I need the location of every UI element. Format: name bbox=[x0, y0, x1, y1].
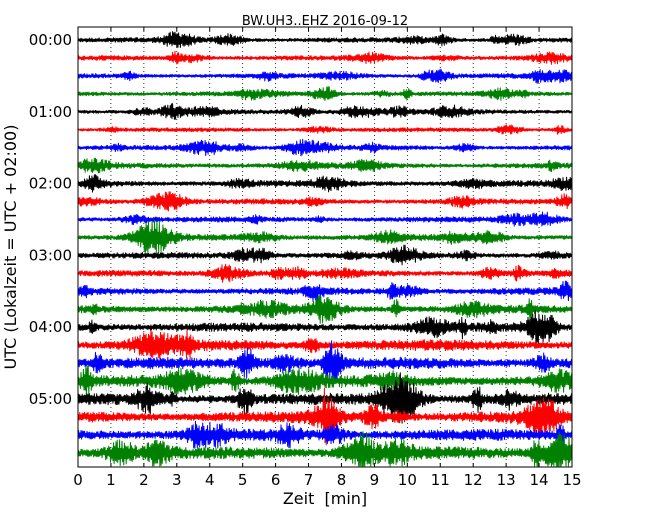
x-tick-label: 1 bbox=[106, 471, 116, 489]
y-axis-ticks: 00:00 01:00 02:00 03:00 04:00 05:00 bbox=[29, 31, 572, 408]
seismogram-trace bbox=[77, 191, 573, 212]
y-tick-label: 05:00 bbox=[29, 390, 72, 408]
seismogram-trace bbox=[77, 280, 573, 302]
x-tick-label: 9 bbox=[370, 471, 380, 489]
x-tick-label: 0 bbox=[73, 471, 83, 489]
x-tick-label: 2 bbox=[139, 471, 149, 489]
x-axis-ticks: 0 1 2 3 4 5 6 7 8 9 10 11 12 13 14 15 bbox=[73, 27, 582, 489]
y-tick-label: 01:00 bbox=[29, 103, 72, 121]
seismogram-trace bbox=[77, 86, 573, 101]
x-axis-label: Zeit [min] bbox=[283, 489, 367, 508]
seismogram-trace bbox=[77, 103, 573, 120]
chart-title: BW.UH3..EHZ 2016-09-12 bbox=[242, 14, 408, 29]
y-tick-label: 04:00 bbox=[29, 318, 72, 336]
x-tick-label: 3 bbox=[172, 471, 182, 489]
seismogram-trace bbox=[77, 138, 573, 157]
seismogram-trace bbox=[77, 364, 573, 399]
x-tick-label: 5 bbox=[238, 471, 248, 489]
x-tick-label: 10 bbox=[398, 471, 417, 489]
seismogram-trace bbox=[77, 263, 573, 283]
x-tick-label: 7 bbox=[304, 471, 314, 489]
y-tick-label: 00:00 bbox=[29, 31, 72, 49]
x-tick-label: 12 bbox=[464, 471, 483, 489]
x-tick-label: 11 bbox=[431, 471, 450, 489]
seismogram-trace bbox=[77, 431, 573, 467]
y-tick-label: 02:00 bbox=[29, 175, 72, 193]
seismogram-trace bbox=[77, 211, 573, 227]
seismogram-trace bbox=[77, 219, 573, 254]
seismogram-trace bbox=[77, 340, 573, 383]
x-tick-label: 6 bbox=[271, 471, 281, 489]
seismogram-trace bbox=[77, 174, 573, 193]
y-axis-label: UTC (Lokalzeit = UTC + 02:00) bbox=[1, 125, 20, 370]
y-tick-label: 03:00 bbox=[29, 246, 72, 264]
seismogram-trace bbox=[77, 420, 573, 449]
seismogram-trace bbox=[77, 244, 573, 266]
seismogram-trace bbox=[77, 387, 573, 446]
x-tick-label: 15 bbox=[562, 471, 581, 489]
x-tick-label: 8 bbox=[337, 471, 347, 489]
seismogram-trace bbox=[77, 50, 573, 65]
seismogram-trace bbox=[77, 295, 573, 324]
seismogram-trace bbox=[77, 157, 573, 174]
seismogram-trace bbox=[77, 124, 573, 135]
seismogram-trace bbox=[77, 309, 573, 347]
trace-group bbox=[77, 31, 573, 467]
x-tick-label: 13 bbox=[497, 471, 516, 489]
plot-frame bbox=[77, 26, 573, 468]
seismogram-trace bbox=[77, 68, 573, 84]
seismogram-trace bbox=[77, 328, 573, 361]
x-tick-label: 4 bbox=[205, 471, 215, 489]
seismogram-trace bbox=[77, 31, 573, 48]
x-tick-label: 14 bbox=[530, 471, 549, 489]
